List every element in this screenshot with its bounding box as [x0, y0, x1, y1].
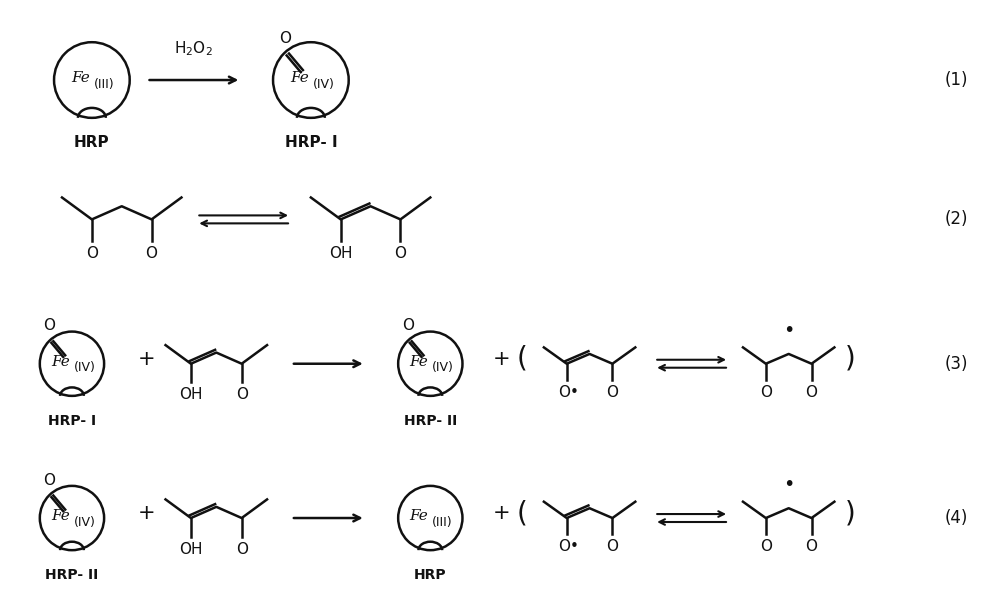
Text: (III): (III) — [94, 77, 114, 91]
Text: OH: OH — [329, 246, 352, 261]
Text: (3): (3) — [944, 354, 968, 373]
Text: +: + — [138, 349, 155, 369]
Text: Fe: Fe — [71, 71, 90, 85]
Text: Fe: Fe — [410, 509, 428, 523]
Text: O: O — [606, 540, 618, 554]
Text: O•: O• — [558, 385, 579, 400]
Text: O: O — [760, 540, 772, 554]
Text: (2): (2) — [944, 210, 968, 228]
Text: O: O — [279, 30, 291, 46]
Text: HRP: HRP — [74, 135, 110, 150]
Text: O: O — [236, 541, 248, 557]
Text: O: O — [43, 319, 55, 333]
Text: O: O — [606, 385, 618, 400]
Text: Fe: Fe — [51, 509, 70, 523]
Text: OH: OH — [179, 387, 203, 403]
Text: H$_2$O$_2$: H$_2$O$_2$ — [174, 40, 213, 58]
Text: HRP- I: HRP- I — [285, 135, 337, 150]
Text: O•: O• — [558, 540, 579, 554]
Text: (: ( — [517, 345, 527, 373]
Text: OH: OH — [179, 541, 203, 557]
Text: O: O — [146, 246, 158, 261]
Text: Fe: Fe — [410, 354, 428, 368]
Text: O: O — [402, 319, 414, 333]
Text: HRP- II: HRP- II — [404, 414, 457, 428]
Text: +: + — [493, 349, 511, 369]
Text: O: O — [806, 385, 818, 400]
Text: HRP- II: HRP- II — [45, 568, 99, 582]
Text: ): ) — [845, 345, 856, 373]
Text: HRP- I: HRP- I — [48, 414, 96, 428]
Text: (IV): (IV) — [432, 361, 454, 374]
Text: (IV): (IV) — [74, 515, 96, 529]
Text: O: O — [86, 246, 98, 261]
Text: O: O — [236, 387, 248, 403]
Text: (IV): (IV) — [74, 361, 96, 374]
Text: •: • — [783, 475, 794, 495]
Text: •: • — [783, 321, 794, 340]
Text: +: + — [138, 503, 155, 523]
Text: (1): (1) — [944, 71, 968, 89]
Text: (: ( — [517, 499, 527, 527]
Text: (III): (III) — [432, 515, 453, 529]
Text: O: O — [760, 385, 772, 400]
Text: ): ) — [845, 499, 856, 527]
Text: +: + — [493, 503, 511, 523]
Text: O: O — [806, 540, 818, 554]
Text: O: O — [43, 473, 55, 488]
Text: (4): (4) — [944, 509, 968, 527]
Text: Fe: Fe — [290, 71, 309, 85]
Text: HRP: HRP — [414, 568, 447, 582]
Text: O: O — [394, 246, 406, 261]
Text: (IV): (IV) — [313, 77, 335, 91]
Text: Fe: Fe — [51, 354, 70, 368]
